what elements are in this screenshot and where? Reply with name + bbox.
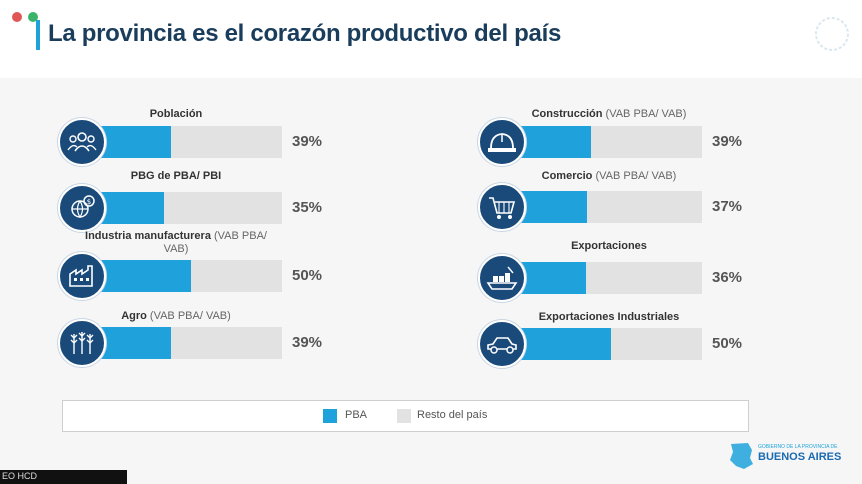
bar-background [520,328,702,360]
category-note: (VAB PBA/ VAB) [592,170,677,182]
logo-small-text: GOBIERNO DE LA PROVINCIA DE [758,444,838,450]
page-title: La provincia es el corazón productivo de… [48,20,562,47]
chart-legend: PBA Resto del país [62,400,749,432]
legend-label-rest: Resto del país [417,409,488,421]
bar-fill-pba [100,192,164,224]
overlay-text: EO HCD [2,471,38,481]
bar-background [100,126,282,158]
bar-fill-pba [520,328,611,360]
value-label: 39% [712,133,743,150]
bar-background [520,126,702,158]
factory-icon [58,252,106,300]
shopping-cart-icon [478,183,526,231]
hard-hat-icon [478,118,526,166]
car-icon [478,320,526,368]
category-label: Industria manufacturera (VAB PBA/ VAB) [76,230,276,256]
category-name: Exportaciones Industriales [538,311,680,323]
bar-fill-pba [520,191,588,223]
header: La provincia es el corazón productivo de… [0,0,862,78]
bar-fill-pba [100,126,171,158]
category-name: Industria manufacturera [85,230,211,242]
category-name: Agro [121,310,147,322]
globe-money-icon: $ [58,184,106,232]
category-label: PBG de PBA/ PBI [76,170,276,183]
category-label: Agro (VAB PBA/ VAB) [76,310,276,323]
wheat-icon [58,319,106,367]
category-label: Exportaciones Industriales [499,311,719,324]
chart-area: Población 39% PBG de PBA/ PBI $35% Industria… [0,78,862,484]
legend-label-pba: PBA [345,409,368,421]
title-accent-bar [36,20,40,50]
video-overlay-label: EO HCD [0,470,127,484]
bar-background [100,327,282,359]
bar-fill-pba [100,260,191,292]
value-label: 50% [292,267,323,284]
bar-fill-pba [520,126,591,158]
green-dot-icon [28,12,38,22]
category-name: Construcción [531,108,603,120]
category-label: Comercio (VAB PBA/ VAB) [499,170,719,183]
category-label: Exportaciones [499,240,719,253]
legend-swatch-pba [323,409,337,423]
logo-big-text: BUENOS AIRES [758,451,842,463]
value-label: 39% [292,334,323,351]
value-label: 37% [712,198,743,215]
cargo-ship-icon [478,254,526,302]
category-name: Población [149,108,203,120]
value-label: 39% [292,133,323,150]
bar-background [100,192,282,224]
category-name: Comercio [541,170,593,182]
province-map-icon [815,17,849,51]
province-shape-icon [730,443,753,469]
bar-background [520,262,702,294]
bar-background [100,260,282,292]
value-label: 35% [292,199,323,216]
category-note: (VAB PBA/ VAB) [602,108,687,120]
category-name: PBG de PBA/ PBI [130,170,222,182]
bar-fill-pba [520,262,586,294]
svg-text:$: $ [87,198,91,206]
people-icon [58,118,106,166]
red-dot-icon [12,12,22,22]
category-label: Población [76,108,276,121]
bar-background [520,191,702,223]
category-label: Construcción (VAB PBA/ VAB) [499,108,719,121]
value-label: 36% [712,269,743,286]
category-note: (VAB PBA/ VAB) [146,310,231,322]
legend-swatch-rest [397,409,411,423]
bar-fill-pba [100,327,171,359]
category-name: Exportaciones [571,240,647,252]
category-note: (VAB PBA/ VAB) [163,230,267,255]
value-label: 50% [712,335,743,352]
